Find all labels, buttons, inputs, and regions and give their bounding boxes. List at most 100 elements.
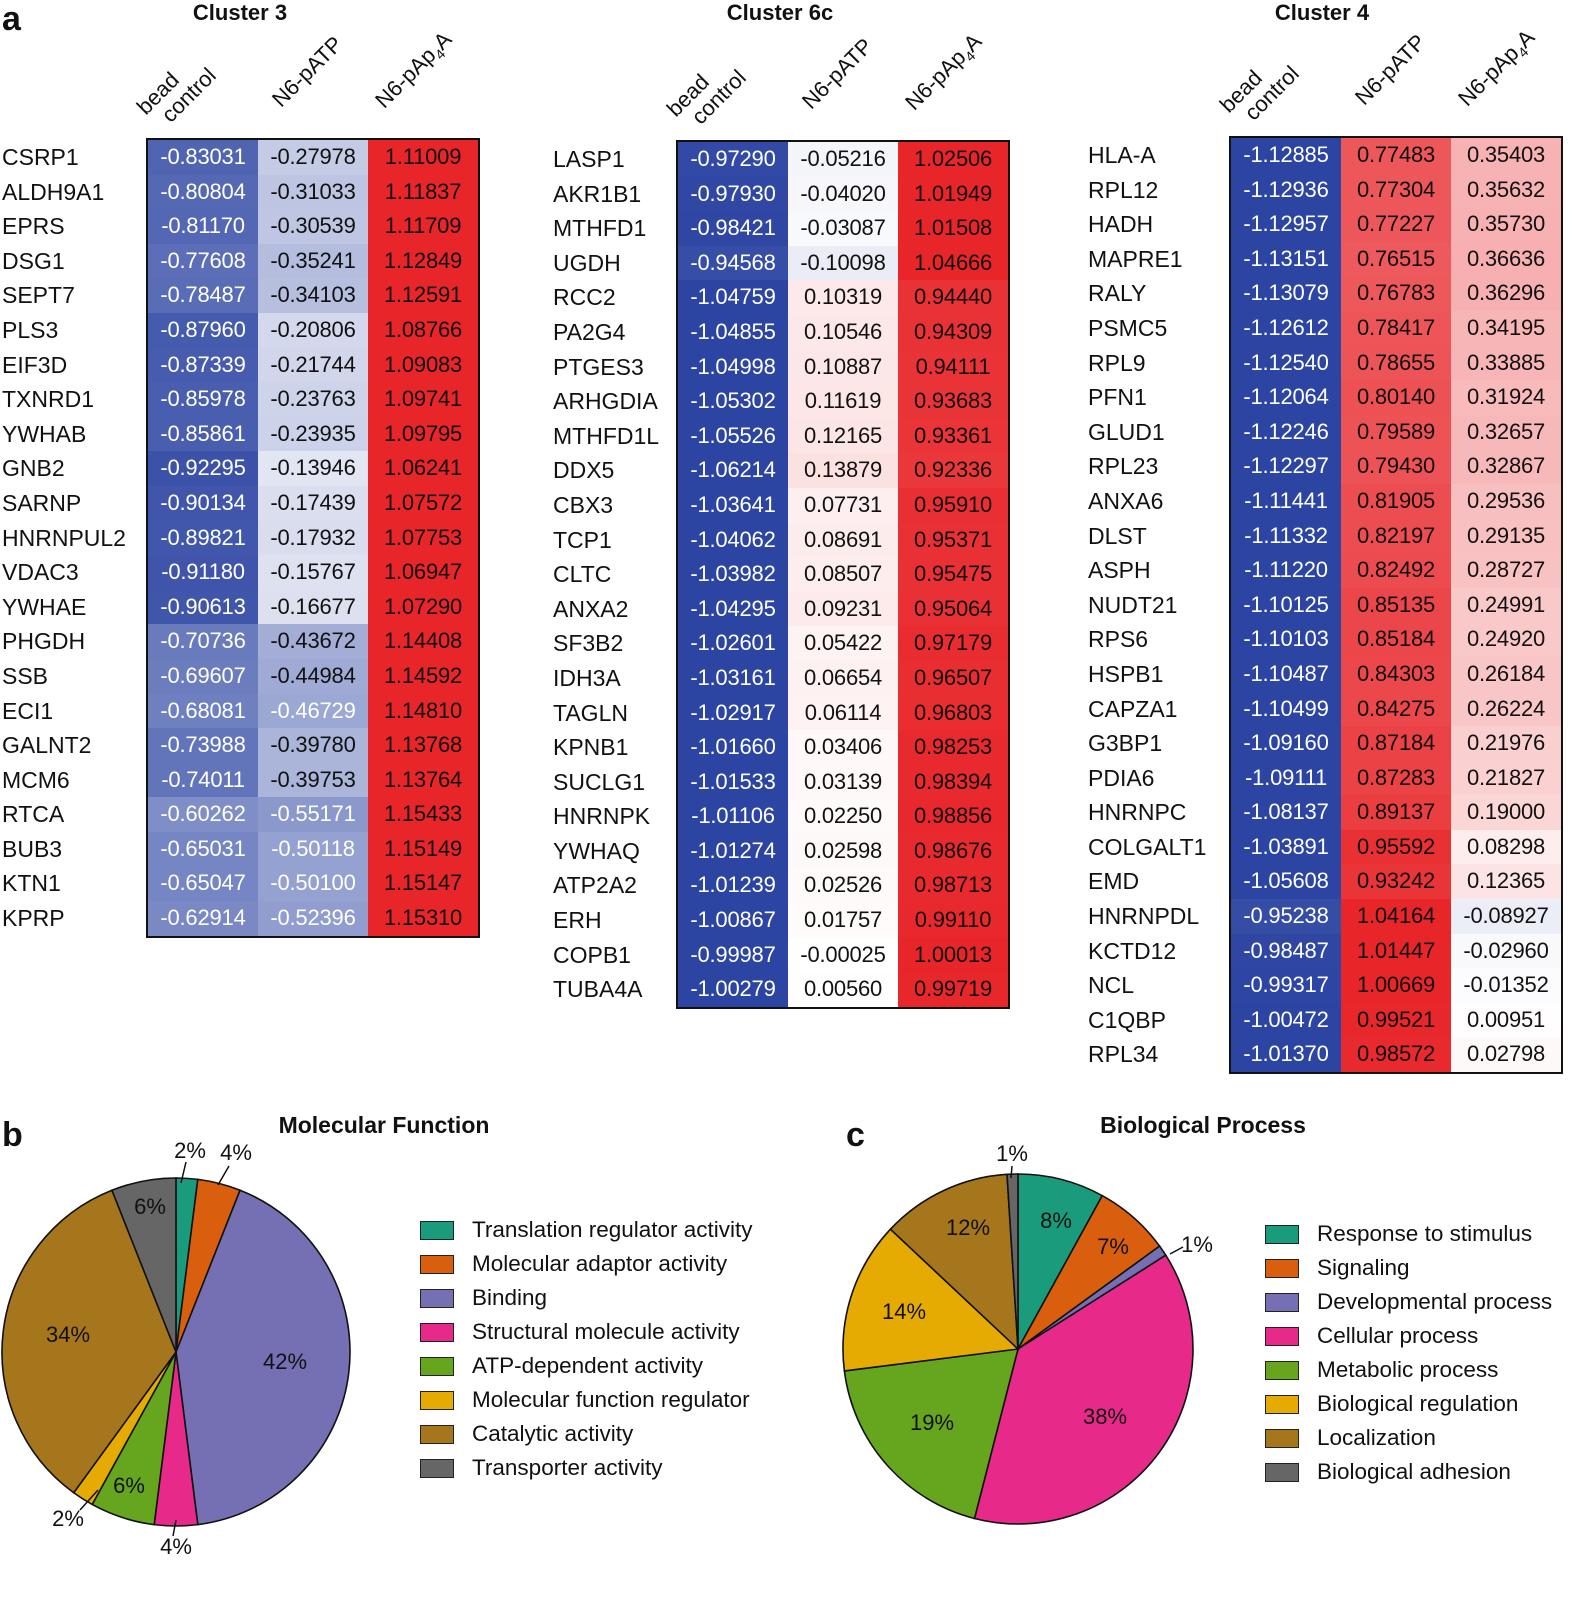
pie-slice — [175, 1189, 351, 1526]
heatmap-cell: 0.98572 — [1341, 1037, 1451, 1073]
gene-label: NUDT21 — [1088, 591, 1178, 618]
gene-label: DDX5 — [553, 457, 615, 484]
heatmap-cell: 0.07731 — [788, 487, 898, 523]
heatmap-cell: 0.19000 — [1451, 795, 1561, 830]
legend-label: Binding — [472, 1285, 548, 1310]
heatmap-row: -0.77608 -0.35241 1.12849 — [148, 243, 478, 279]
heatmap-cell: 1.04666 — [898, 245, 1008, 281]
cluster-title: Cluster 3 — [192, 0, 288, 25]
legend-swatch — [420, 1390, 454, 1410]
heatmap-cell: 0.33885 — [1451, 345, 1561, 381]
gene-label: RPL34 — [1088, 1041, 1159, 1068]
heatmap-cell: 0.05422 — [788, 626, 898, 661]
heatmap-cell: -0.90134 — [148, 485, 258, 521]
heatmap-cell: -0.62914 — [148, 901, 258, 936]
heatmap-row: -1.00279 0.00560 0.99719 — [678, 972, 1008, 1007]
gene-label: TAGLN — [553, 699, 628, 726]
gene-label: RALY — [1088, 280, 1147, 307]
heatmap-row: -1.02601 0.05422 0.97179 — [678, 626, 1008, 661]
heatmap-cell: 1.00669 — [1341, 968, 1451, 1003]
heatmap-cell: -0.80804 — [148, 174, 258, 210]
heatmap-cell: -0.65047 — [148, 866, 258, 902]
gene-label: SSB — [2, 662, 49, 689]
legend-swatch — [420, 1356, 454, 1376]
heatmap-cell: 1.15147 — [368, 866, 478, 902]
heatmap-cell: -0.50118 — [258, 831, 368, 867]
heatmap-cell: -1.03641 — [678, 487, 788, 523]
heatmap-cell: 0.98676 — [898, 833, 1008, 869]
heatmap-cell: 0.02598 — [788, 833, 898, 869]
gene-label: COPB1 — [553, 941, 631, 968]
heatmap-cell: 0.82492 — [1341, 553, 1451, 588]
heatmap-row: -1.12297 0.79430 0.32867 — [1231, 449, 1561, 484]
heatmap-cell: 0.12165 — [788, 418, 898, 454]
heatmap-cell: 0.02250 — [788, 799, 898, 834]
heatmap-row: -0.74011 -0.39753 1.13764 — [148, 762, 478, 798]
gene-label: HADH — [1088, 211, 1154, 238]
heatmap-row: -1.03641 0.07731 0.95910 — [678, 487, 1008, 523]
heatmap-cell: -1.10487 — [1231, 656, 1341, 692]
cluster-title: Cluster 4 — [1274, 0, 1370, 25]
heatmap-cell: -1.11332 — [1231, 518, 1341, 554]
gene-label: TCP1 — [553, 526, 612, 553]
heatmap-cell: -1.11441 — [1231, 483, 1341, 519]
heatmap-cell: -0.03087 — [788, 211, 898, 246]
heatmap-row: -1.01239 0.02526 0.98713 — [678, 868, 1008, 904]
heatmap-row: -1.10103 0.85184 0.24920 — [1231, 622, 1561, 657]
heatmap-cell: 1.13764 — [368, 762, 478, 798]
gene-label: MTHFD1L — [553, 422, 660, 449]
heatmap-row: -1.10499 0.84275 0.26224 — [1231, 691, 1561, 727]
gene-label: KPRP — [2, 905, 65, 932]
heatmap-cell: 0.11619 — [788, 384, 898, 419]
heatmap-cell: -0.77608 — [148, 243, 258, 279]
heatmap-cell: -1.01533 — [678, 764, 788, 800]
heatmap-cell: -1.02601 — [678, 626, 788, 661]
legend-label: Biological regulation — [1317, 1391, 1519, 1416]
heatmap-cell: -1.12064 — [1231, 380, 1341, 415]
heatmap-cell: 0.24920 — [1451, 622, 1561, 657]
heatmap-cell: -1.12612 — [1231, 310, 1341, 346]
heatmap-cell: -0.73988 — [148, 728, 258, 763]
legend-label: Molecular adaptor activity — [472, 1251, 728, 1276]
heatmap-cell: 1.09083 — [368, 347, 478, 383]
heatmap-cell: -0.94568 — [678, 245, 788, 281]
legend-label: Translation regulator activity — [472, 1217, 753, 1242]
heatmap-cell: -1.00279 — [678, 972, 788, 1007]
heatmap-row: -0.65047 -0.50100 1.15147 — [148, 866, 478, 902]
pie-slice — [973, 1254, 1194, 1525]
legend-label: ATP-dependent activity — [472, 1353, 703, 1378]
legend-swatch — [1265, 1326, 1299, 1346]
heatmap-cell: -1.01660 — [678, 730, 788, 765]
heatmap-cell: 0.32657 — [1451, 414, 1561, 450]
heatmap-cell: 0.99110 — [898, 903, 1008, 938]
heatmap-row: -0.99987 -0.00025 1.00013 — [678, 937, 1008, 973]
heatmap-row: -1.12064 0.80140 0.31924 — [1231, 380, 1561, 415]
gene-label: ATP2A2 — [553, 872, 637, 899]
gene-label: PTGES3 — [553, 353, 644, 380]
heatmap-cell: 0.82197 — [1341, 518, 1451, 554]
heatmap-cell: -1.08137 — [1231, 795, 1341, 830]
heatmap-cell: 0.77304 — [1341, 172, 1451, 208]
pie-slice — [842, 1228, 1020, 1372]
pie-legend: Translation regulator activity Molecular … — [420, 1213, 753, 1485]
leader-line — [1169, 1246, 1184, 1255]
heatmap-cell: -0.08927 — [1451, 899, 1561, 934]
heatmap-row: -1.04062 0.08691 0.95371 — [678, 522, 1008, 558]
gene-label: RCC2 — [553, 284, 616, 311]
heatmap-cell: -1.04998 — [678, 349, 788, 385]
heatmap-cell: 0.79430 — [1341, 449, 1451, 484]
heatmap-cell: 0.85135 — [1341, 587, 1451, 623]
legend-item: Signaling — [1265, 1251, 1552, 1285]
heatmap-cell: 0.95910 — [898, 487, 1008, 523]
heatmap-row: -0.91180 -0.15767 1.06947 — [148, 555, 478, 590]
heatmap-cell: 0.92336 — [898, 453, 1008, 488]
gene-label: HSPB1 — [1088, 660, 1164, 687]
pie-slice — [1, 1189, 177, 1494]
heatmap-cell: -1.04295 — [678, 591, 788, 627]
heatmap-cell: -0.60262 — [148, 797, 258, 832]
gene-label: CSRP1 — [2, 144, 79, 170]
legend-swatch — [1265, 1360, 1299, 1380]
heatmap-cell: -0.95238 — [1231, 899, 1341, 934]
heatmap-cell: -0.17932 — [258, 520, 368, 556]
